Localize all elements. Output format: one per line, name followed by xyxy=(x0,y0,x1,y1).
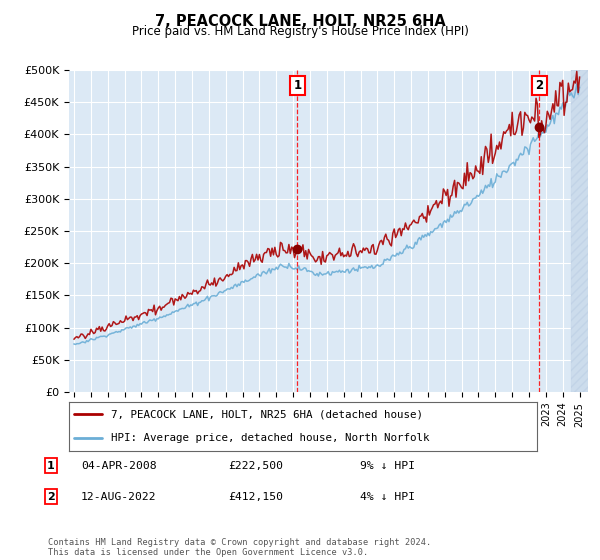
Text: 1: 1 xyxy=(47,461,55,471)
Bar xyxy=(571,70,596,392)
Text: 1: 1 xyxy=(293,79,301,92)
Text: 9% ↓ HPI: 9% ↓ HPI xyxy=(360,461,415,471)
Bar xyxy=(571,70,596,392)
Text: 7, PEACOCK LANE, HOLT, NR25 6HA: 7, PEACOCK LANE, HOLT, NR25 6HA xyxy=(155,14,445,29)
Text: Price paid vs. HM Land Registry's House Price Index (HPI): Price paid vs. HM Land Registry's House … xyxy=(131,25,469,38)
Text: £412,150: £412,150 xyxy=(228,492,283,502)
Text: 12-AUG-2022: 12-AUG-2022 xyxy=(81,492,157,502)
Text: 2: 2 xyxy=(47,492,55,502)
Text: 4% ↓ HPI: 4% ↓ HPI xyxy=(360,492,415,502)
Text: 7, PEACOCK LANE, HOLT, NR25 6HA (detached house): 7, PEACOCK LANE, HOLT, NR25 6HA (detache… xyxy=(111,409,423,419)
Text: 2: 2 xyxy=(535,79,544,92)
Text: 04-APR-2008: 04-APR-2008 xyxy=(81,461,157,471)
Text: HPI: Average price, detached house, North Norfolk: HPI: Average price, detached house, Nort… xyxy=(111,433,430,443)
Text: £222,500: £222,500 xyxy=(228,461,283,471)
Text: Contains HM Land Registry data © Crown copyright and database right 2024.
This d: Contains HM Land Registry data © Crown c… xyxy=(48,538,431,557)
